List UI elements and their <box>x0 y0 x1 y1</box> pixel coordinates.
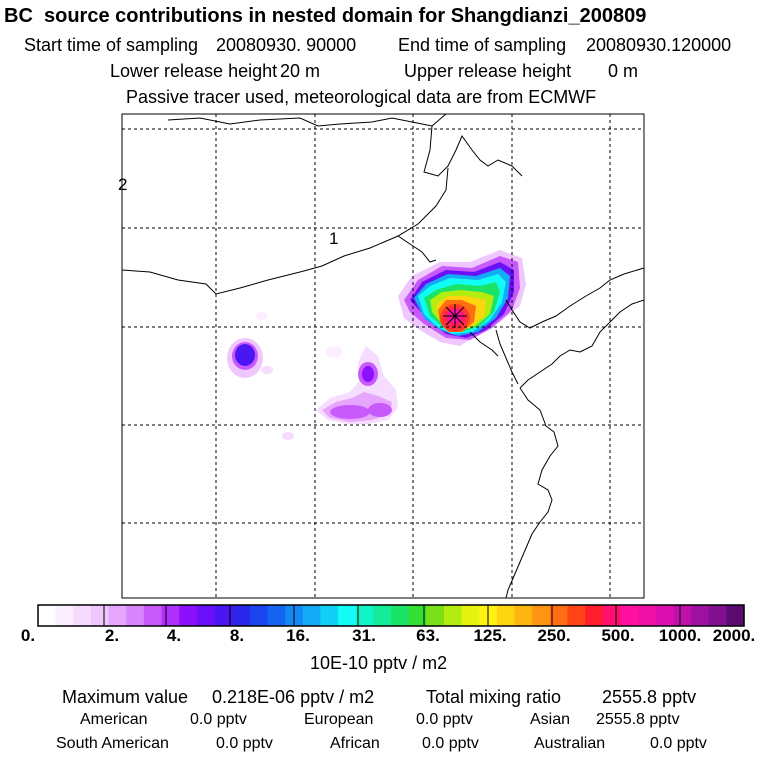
south-american-label: South American <box>56 735 169 752</box>
african-value: 0.0 pptv <box>422 735 479 752</box>
african-label: African <box>330 735 380 752</box>
european-label: European <box>304 711 374 728</box>
colorbar-tick-label: 250. <box>537 626 571 645</box>
lower-release-value: 20 m <box>280 61 321 81</box>
colorbar-tick-label: 4. <box>166 626 182 645</box>
asian-value: 2555.8 pptv <box>596 711 680 728</box>
star-marker-icon <box>443 304 467 328</box>
concentration-field <box>227 250 526 440</box>
page-title: BC source contributions in nested domain… <box>4 5 647 27</box>
coastlines <box>122 114 644 598</box>
graticule <box>122 114 644 598</box>
end-time-label: End time of sampling <box>398 35 567 55</box>
european-value: 0.0 pptv <box>416 711 473 728</box>
colorbar-tick-label: 2000. <box>712 626 756 645</box>
start-time-label: Start time of sampling <box>24 35 199 55</box>
australian-label: Australian <box>534 735 606 752</box>
australian-value: 0.0 pptv <box>650 735 707 752</box>
american-value: 0.0 pptv <box>190 711 247 728</box>
end-time-value: 20080930.120000 <box>586 35 732 55</box>
colorbar-tick-label: 0. <box>20 626 36 645</box>
lower-release-label: Lower release height <box>110 61 278 81</box>
data-source-note: Passive tracer used, meteorological data… <box>126 87 597 107</box>
upper-release-value: 0 m <box>608 61 639 81</box>
american-label: American <box>80 711 148 728</box>
colorbar-tick-label: 2. <box>104 626 120 645</box>
upper-release-label: Upper release height <box>404 61 572 81</box>
asian-label: Asian <box>530 711 571 728</box>
contour-label-1: 1 <box>329 229 338 248</box>
colorbar-tick-label: 8. <box>229 626 245 645</box>
total-mixing-ratio-label: Total mixing ratio <box>426 687 562 707</box>
colorbar-tick-label: 31. <box>352 626 376 645</box>
map-content <box>122 114 644 598</box>
colorbar-tick-label: 1000. <box>658 626 702 645</box>
map-frame <box>121 113 645 599</box>
south-american-value: 0.0 pptv <box>216 735 273 752</box>
colorbar-unit: 10E-10 pptv / m2 <box>310 653 448 673</box>
colorbar-tick-label: 16. <box>286 626 310 645</box>
colorbar-tick-label: 125. <box>473 626 507 645</box>
start-time-value: 20080930. 90000 <box>216 35 357 55</box>
contour-label-2: 2 <box>118 175 127 194</box>
map-panel: 2 1 <box>118 113 645 599</box>
total-mixing-ratio-value: 2555.8 pptv <box>602 687 697 707</box>
max-value-label: Maximum value <box>62 687 189 707</box>
colorbar-tick-label: 500. <box>601 626 635 645</box>
colorbar-tick-label: 63. <box>416 626 440 645</box>
max-value: 0.218E-06 pptv / m2 <box>212 687 375 707</box>
